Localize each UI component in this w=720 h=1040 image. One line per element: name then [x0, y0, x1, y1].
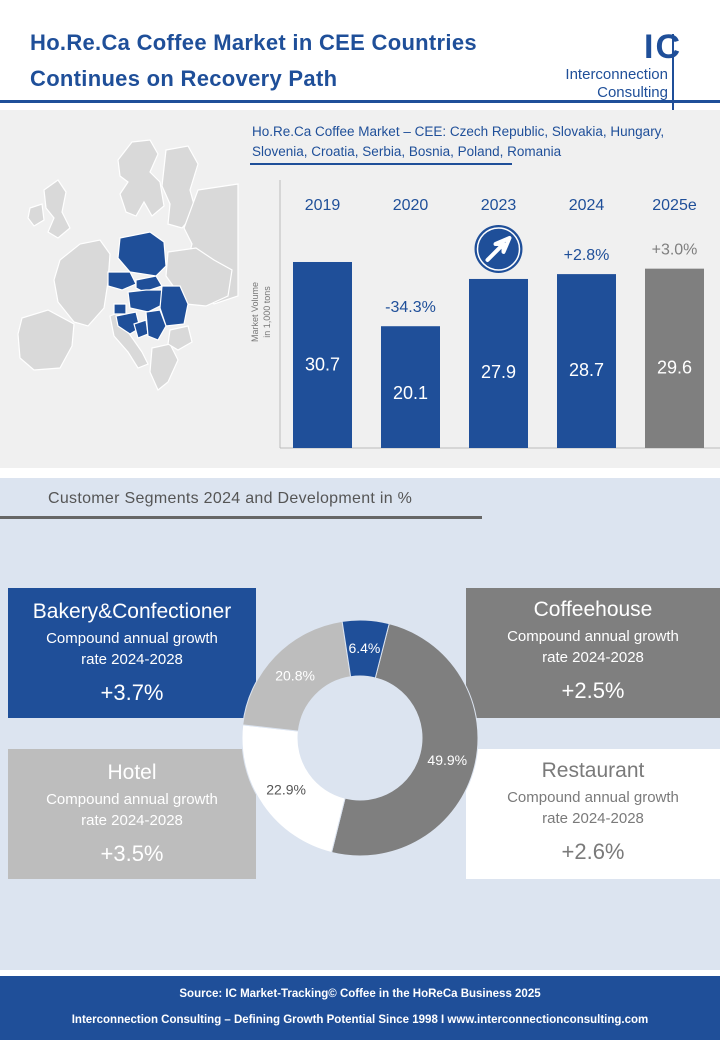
segment-cagr-value: +3.7%	[100, 680, 164, 705]
logo-mark: IC	[644, 28, 682, 66]
donut-slice-restaurant	[241, 724, 346, 854]
bar-chart-title: Ho.Re.Ca Coffee Market – CEE: Czech Repu…	[252, 122, 718, 162]
footer-tagline: Interconnection Consulting – Defining Gr…	[71, 1014, 649, 1026]
bar-value-label: 30.7	[305, 354, 340, 374]
growth-annotation: +2.8%	[564, 247, 610, 264]
map-romania	[159, 285, 189, 327]
logo-text-line-2: Consulting	[597, 84, 668, 101]
segment-subtitle-line-1: Compound annual growth	[46, 791, 218, 808]
bar-2019	[293, 261, 352, 448]
map-scandinavia	[117, 139, 165, 217]
map-serbia	[145, 309, 167, 341]
map-bosnia	[133, 319, 149, 339]
bar-2024	[557, 274, 616, 448]
bar-value-label: 29.6	[657, 357, 692, 377]
donut-slice-label: 6.4%	[348, 640, 380, 656]
donut-slice-coffeehouse	[330, 623, 479, 857]
header-divider	[0, 100, 720, 103]
segment-donut-chart: 49.9% 22.9% 20.8% 6.4%	[241, 619, 479, 857]
segment-card-restaurant: Restaurant Compound annual growth rate 2…	[466, 749, 720, 879]
map-poland	[117, 231, 167, 277]
map-iberia	[17, 309, 75, 371]
segment-name: Hotel	[107, 761, 157, 784]
map-ireland	[27, 203, 45, 227]
segment-cagr-value: +2.6%	[561, 839, 625, 864]
company-logo: IC Interconnection Consulting	[562, 28, 682, 122]
bar-value-label: 28.7	[569, 360, 604, 380]
segments-title-underline	[0, 516, 482, 519]
segment-subtitle-line-2: rate 2024-2028	[542, 649, 644, 666]
page-title-line-1: Ho.Re.Ca Coffee Market in CEE Countries	[30, 30, 477, 55]
y-axis-label: Market Volume in 1,000 tons	[250, 282, 272, 342]
segment-card-coffeehouse: Coffeehouse Compound annual growth rate …	[466, 588, 720, 718]
donut-slice-label: 49.9%	[427, 752, 467, 768]
segment-name: Bakery&Confectioner	[32, 600, 232, 623]
bar-chart-title-line-1: Ho.Re.Ca Coffee Market – CEE: Czech Repu…	[252, 124, 665, 139]
donut-slice-label: 20.8%	[275, 668, 315, 684]
map-slovakia	[135, 275, 163, 293]
growth-annotation: +3.0%	[652, 242, 698, 259]
map-czech-republic	[107, 271, 137, 291]
segment-name: Coffeehouse	[533, 598, 653, 621]
x-tick-label: 2020	[393, 197, 429, 214]
europe-map	[17, 139, 239, 391]
bar-chart-title-line-2: Slovenia, Croatia, Serbia, Bosnia, Polan…	[252, 144, 562, 159]
segment-cagr-value: +2.5%	[561, 678, 625, 703]
x-tick-label: 2025e	[652, 197, 697, 214]
donut-slice-bakery-confectioner	[341, 619, 390, 679]
segment-subtitle-line-1: Compound annual growth	[46, 630, 218, 647]
segments-title: Customer Segments 2024 and Development i…	[48, 490, 413, 507]
segment-cagr-value: +3.5%	[100, 841, 164, 866]
segment-subtitle-line-2: rate 2024-2028	[542, 810, 644, 827]
segment-card-bakery: Bakery&Confectioner Compound annual grow…	[8, 588, 256, 718]
map-britain	[43, 179, 71, 239]
segment-subtitle-line-1: Compound annual growth	[507, 628, 679, 645]
bar-value-label: 20.1	[393, 383, 428, 403]
x-tick-label: 2019	[305, 197, 341, 214]
footer-source: Source: IC Market-Tracking© Coffee in th…	[179, 988, 541, 1000]
map-croatia	[115, 311, 141, 335]
donut-slice-label: 22.9%	[266, 781, 306, 797]
bar-2023	[469, 278, 528, 448]
x-tick-label: 2024	[569, 197, 605, 214]
map-balkans-south	[149, 343, 179, 391]
bar-2020	[381, 326, 440, 448]
map-hungary	[127, 289, 165, 313]
map-western-europe	[53, 239, 111, 327]
segment-subtitle-line-1: Compound annual growth	[507, 789, 679, 806]
segment-subtitle-line-2: rate 2024-2028	[81, 812, 183, 829]
segments-panel	[0, 478, 720, 970]
growth-annotation: -34.3%	[385, 299, 436, 316]
logo-divider	[672, 34, 674, 122]
segment-name: Restaurant	[541, 759, 645, 782]
footer: Source: IC Market-Tracking© Coffee in th…	[0, 976, 720, 1040]
trend-up-arrow-icon	[474, 224, 523, 273]
bar-chart-title-underline	[250, 163, 512, 165]
x-tick-label: 2023	[481, 197, 517, 214]
donut-slice-hotel	[242, 620, 352, 732]
bar-value-label: 27.9	[481, 362, 516, 382]
map-slovenia	[113, 303, 127, 315]
segment-card-hotel: Hotel Compound annual growth rate 2024-2…	[8, 749, 256, 879]
segment-subtitle-line-2: rate 2024-2028	[81, 651, 183, 668]
logo-text-line-1: Interconnection	[565, 66, 668, 83]
map-bulgaria	[167, 325, 193, 351]
page-title-line-2: Continues on Recovery Path	[30, 66, 338, 91]
bar-2025e	[645, 268, 704, 448]
market-volume-bar-chart: Market Volume in 1,000 tons 2019 30.7 2020 20…	[250, 180, 720, 449]
